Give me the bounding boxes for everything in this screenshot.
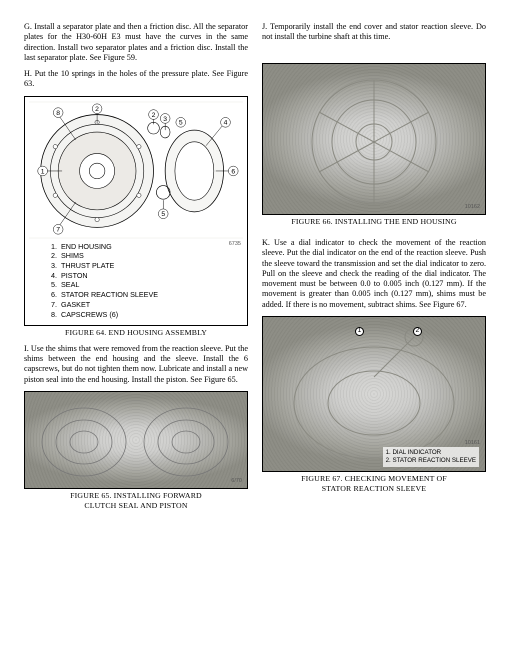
- para-g: G. Install a separator plate and then a …: [24, 22, 248, 63]
- para-i: I. Use the shims that were removed from …: [24, 344, 248, 385]
- svg-text:5: 5: [161, 211, 165, 218]
- svg-text:1: 1: [41, 168, 45, 175]
- callout-1: 1: [355, 327, 364, 336]
- figure-67-caption: FIGURE 67. CHECKING MOVEMENT OF STATOR R…: [262, 474, 486, 493]
- figure-64-caption: FIGURE 64. END HOUSING ASSEMBLY: [24, 328, 248, 338]
- svg-text:2: 2: [95, 106, 99, 113]
- para-h: H. Put the 10 springs in the holes of th…: [24, 69, 248, 90]
- figure-64-refnum: 6735: [229, 241, 241, 248]
- figure-65-refnum: 6/70: [231, 478, 242, 485]
- para-j: J. Temporarily install the end cover and…: [262, 22, 486, 43]
- figure-66-image: 10162: [263, 64, 485, 214]
- figure-67-image: 1 2 10161 1. DIAL INDICATOR 2. STATOR RE…: [263, 317, 485, 471]
- svg-text:2: 2: [152, 111, 156, 118]
- figure-67-refnum: 10161: [465, 440, 480, 447]
- svg-text:4: 4: [224, 119, 228, 126]
- legend-item: 5.SEAL: [47, 280, 209, 290]
- figure-66-caption: FIGURE 66. INSTALLING THE END HOUSING: [262, 217, 486, 227]
- figure-64-image: 8 1 7 2 2 3 5 4 6 5: [29, 101, 243, 239]
- legend-item: 7.GASKET: [47, 300, 209, 310]
- legend-item: 6.STATOR REACTION SLEEVE: [47, 290, 209, 300]
- svg-text:8: 8: [56, 109, 60, 116]
- para-k: K. Use a dial indicator to check the mov…: [262, 238, 486, 310]
- figure-65-caption: FIGURE 65. INSTALLING FORWARD CLUTCH SEA…: [24, 491, 248, 510]
- figure-67-box: 1 2 10161 1. DIAL INDICATOR 2. STATOR RE…: [262, 316, 486, 472]
- figure-66-box: 10162: [262, 63, 486, 215]
- right-column: J. Temporarily install the end cover and…: [262, 22, 486, 516]
- svg-text:7: 7: [56, 226, 60, 233]
- two-column-layout: G. Install a separator plate and then a …: [24, 22, 486, 516]
- figure-64-box: 8 1 7 2 2 3 5 4 6 5: [24, 96, 248, 327]
- figure-66-refnum: 10162: [465, 204, 480, 211]
- figure-65-box: 6/70: [24, 391, 248, 489]
- figure-67-labels: 1. DIAL INDICATOR 2. STATOR REACTION SLE…: [383, 447, 479, 467]
- svg-text:6: 6: [231, 168, 235, 175]
- legend-item: 1.END HOUSING: [47, 242, 209, 252]
- svg-text:3: 3: [163, 115, 167, 122]
- figure-64-legend: 1.END HOUSING2.SHIMS3.THRUST PLATE4.PIST…: [29, 239, 209, 324]
- left-column: G. Install a separator plate and then a …: [24, 22, 248, 516]
- legend-item: 8.CAPSCREWS (6): [47, 310, 209, 320]
- end-housing-diagram: 8 1 7 2 2 3 5 4 6 5: [29, 101, 243, 239]
- legend-item: 2.SHIMS: [47, 251, 209, 261]
- figure-65-image: 6/70: [25, 392, 247, 488]
- callout-2: 2: [413, 327, 422, 336]
- svg-text:5: 5: [179, 119, 183, 126]
- legend-item: 4.PISTON: [47, 271, 209, 281]
- legend-item: 3.THRUST PLATE: [47, 261, 209, 271]
